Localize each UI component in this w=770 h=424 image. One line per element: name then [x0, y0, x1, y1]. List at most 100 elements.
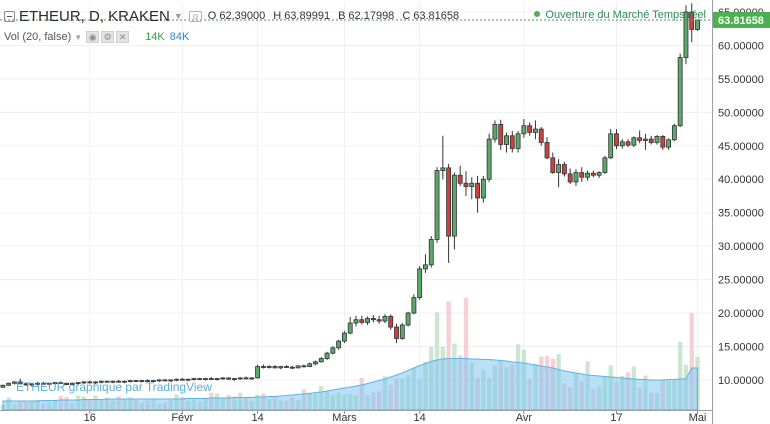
- candle-body: [75, 382, 81, 384]
- candle-body: [666, 139, 672, 148]
- candle-body: [556, 164, 562, 173]
- candle-body: [411, 297, 417, 314]
- collapse-icon[interactable]: [4, 10, 15, 22]
- y-tick-label: 60.00000: [718, 40, 764, 52]
- candle-body: [278, 366, 284, 369]
- volume-bar: [677, 341, 683, 410]
- chart-header: ETHEUR, D, KRAKEN ▼ O 62.39000 H 63.8999…: [0, 0, 712, 50]
- candle-body: [249, 377, 255, 380]
- candle-body: [81, 381, 87, 384]
- y-tick-label: 40.00000: [718, 174, 764, 186]
- candle-body: [139, 380, 145, 382]
- candle-body: [567, 173, 573, 183]
- candle-body: [174, 378, 179, 381]
- candle-body: [370, 317, 376, 321]
- candle-body: [423, 264, 428, 270]
- candle-body: [365, 317, 371, 323]
- last-price-text: 63.81658: [718, 15, 764, 27]
- candle-body: [544, 142, 550, 159]
- candle-body: [498, 124, 504, 145]
- x-tick-label: Mars: [332, 412, 357, 424]
- open-value: 62.39000: [219, 10, 266, 22]
- candle-body: [179, 378, 185, 381]
- volume-row: Vol (20, false) ▼ ◉ ⚙ ✕ 14K 84K: [4, 28, 189, 46]
- candle-body: [347, 322, 353, 334]
- candle-body: [46, 382, 52, 385]
- volume-bar: [689, 312, 694, 410]
- candle-body: [17, 381, 23, 385]
- candle-body: [208, 378, 214, 380]
- volume-chevron-icon[interactable]: ▼: [74, 32, 83, 42]
- candle-body: [538, 128, 544, 143]
- candle-body: [98, 380, 104, 383]
- candle-body: [52, 382, 58, 384]
- x-tick-label: 17: [610, 412, 622, 424]
- y-tick-label: 30.00000: [718, 241, 764, 253]
- volume-bar: [446, 301, 451, 410]
- candle-body: [602, 157, 608, 173]
- volume-remove-icon[interactable]: ✕: [116, 31, 130, 43]
- volume-indicator-label[interactable]: Vol (20, false): [4, 31, 72, 43]
- symbol-title[interactable]: ETHEUR, D, KRAKEN: [19, 7, 170, 25]
- chevron-down-icon[interactable]: ▼: [173, 11, 183, 21]
- volume-ma-area: [2, 358, 699, 411]
- y-tick-label: 25.00000: [718, 275, 764, 287]
- x-tick-label: 14: [251, 412, 263, 424]
- candle-body: [689, 11, 695, 30]
- low-value: 62.17998: [348, 10, 395, 22]
- x-tick-label: Avr: [516, 412, 533, 424]
- candle-body: [654, 136, 660, 143]
- candle-body: [648, 138, 654, 143]
- candle-body: [336, 340, 342, 349]
- candle-body: [637, 137, 643, 141]
- candle-body: [313, 361, 318, 365]
- candle-body: [289, 366, 295, 369]
- candle-body: [324, 352, 330, 359]
- candle-body: [469, 182, 475, 188]
- candle-body: [58, 382, 64, 384]
- volume-bar: [463, 297, 469, 410]
- candle-body: [504, 135, 509, 145]
- y-tick-label: 15.00000: [718, 341, 764, 353]
- x-tick-label: 16: [84, 412, 96, 424]
- close-value: 63.81658: [413, 10, 460, 22]
- candle-body: [0, 384, 6, 388]
- candles: [0, 3, 700, 388]
- volume-visibility-icon[interactable]: ◉: [86, 31, 100, 43]
- candle-body: [35, 382, 41, 385]
- candle-body: [417, 268, 423, 299]
- candle-body: [185, 378, 191, 381]
- high-key: H: [273, 10, 282, 22]
- candle-body: [284, 366, 289, 368]
- candle-body: [318, 358, 324, 363]
- volume-settings-icon[interactable]: ⚙: [101, 31, 115, 43]
- candle-body: [243, 377, 249, 380]
- candle-body: [550, 157, 556, 173]
- visibility-icon[interactable]: [188, 10, 202, 22]
- candle-body: [6, 382, 12, 386]
- candle-body: [23, 383, 29, 386]
- market-status: Ouverture du Marché Temps réel: [534, 9, 706, 21]
- candle-body: [596, 172, 602, 176]
- candle-body: [440, 167, 446, 171]
- candle-body: [150, 380, 156, 382]
- candle-body: [272, 366, 278, 369]
- high-value: 63.89991: [284, 10, 331, 22]
- candle-body: [388, 315, 394, 328]
- open-key: O: [207, 10, 217, 22]
- candle-body: [353, 319, 359, 324]
- candle-body: [428, 239, 434, 266]
- candle-body: [382, 315, 388, 322]
- candle-body: [260, 366, 266, 368]
- market-status-text: Ouverture du Marché Temps réel: [545, 9, 706, 21]
- candle-body: [214, 378, 220, 380]
- candle-body: [226, 377, 232, 380]
- candle-body: [405, 312, 411, 326]
- candle-body: [133, 380, 139, 382]
- y-tick-label: 10.00000: [718, 375, 764, 387]
- candle-body: [677, 57, 683, 127]
- candle-body: [232, 378, 237, 380]
- y-tick-label: 20.00000: [718, 308, 764, 320]
